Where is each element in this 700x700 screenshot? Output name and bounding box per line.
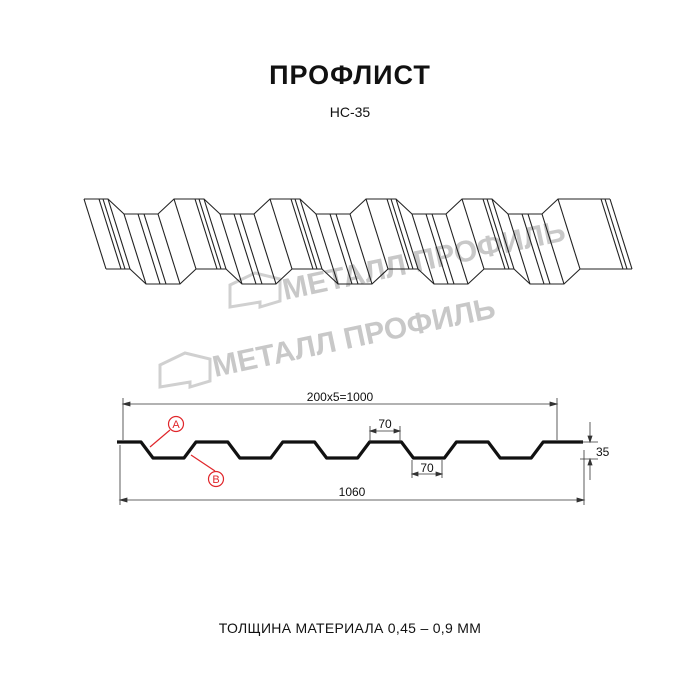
- dim-working-width: 200x5=1000: [307, 390, 374, 404]
- sheet-stiffener-line: [98, 198, 122, 270]
- sheet-stiffener-line: [198, 198, 222, 270]
- sheet-3d-view: [83, 198, 633, 285]
- sheet-stiffener-line: [390, 198, 414, 270]
- sheet-fold-line: [253, 213, 277, 285]
- sheet-fold-line: [395, 198, 419, 270]
- sheet-stiffener-line: [102, 198, 126, 270]
- dim-rib-bottom: 70: [420, 461, 434, 475]
- sheet-stiffener-line: [290, 198, 314, 270]
- watermark-logo-2: МЕТАЛЛ ПРОФИЛЬ: [158, 292, 499, 390]
- svg-text:МЕТАЛЛ ПРОФИЛЬ: МЕТАЛЛ ПРОФИЛЬ: [280, 215, 569, 307]
- sheet-fold-line: [507, 213, 531, 285]
- sheet-front-edge: [106, 268, 632, 285]
- sheet-fold-line: [219, 213, 243, 285]
- model-subtitle: НС-35: [329, 104, 371, 120]
- sheet-stiffener-line: [137, 213, 161, 285]
- page-title: ПРОФЛИСТ: [269, 60, 431, 90]
- sheet-stiffener-line: [239, 213, 263, 285]
- sheet-fold-line: [445, 213, 469, 285]
- sheet-stiffener-line: [335, 213, 359, 285]
- section-drawing: 200x5=1000 1060 70 70 35 A B: [117, 390, 610, 505]
- sheet-stiffener-line: [194, 198, 218, 270]
- dim-full-width: 1060: [339, 485, 366, 499]
- marker-a-circle: [167, 415, 185, 433]
- sheet-fold-line: [83, 198, 107, 270]
- marker-b: B: [212, 474, 219, 486]
- sheet-fold-line: [299, 198, 323, 270]
- profile-line: [117, 440, 583, 460]
- sheet-fold-line: [157, 213, 181, 285]
- sheet-stiffener-line: [294, 198, 318, 270]
- sheet-stiffener-line: [233, 213, 257, 285]
- sheet-stiffener-line: [431, 213, 455, 285]
- sheet-fold-line: [491, 198, 515, 270]
- sheet-fold-line: [609, 198, 633, 270]
- sheet-fold-line: [123, 213, 147, 285]
- sheet-fold-line: [203, 198, 227, 270]
- sheet-stiffener-line: [425, 213, 449, 285]
- sheet-stiffener-line: [386, 198, 410, 270]
- sheet-fold-line: [315, 213, 339, 285]
- material-thickness: ТОЛЩИНА МАТЕРИАЛА 0,45 – 0,9 ММ: [218, 620, 482, 636]
- sheet-stiffener-line: [329, 213, 353, 285]
- sheet-stiffener-line: [604, 198, 628, 270]
- sheet-back-edge: [84, 198, 610, 215]
- sheet-stiffener-line: [521, 213, 545, 285]
- sheet-stiffener-line: [482, 198, 506, 270]
- sheet-fold-line: [269, 198, 293, 270]
- svg-text:МЕТАЛЛ ПРОФИЛЬ: МЕТАЛЛ ПРОФИЛЬ: [210, 292, 499, 384]
- dim-height: 35: [596, 445, 610, 459]
- sheet-stiffener-line: [600, 198, 624, 270]
- sheet-fold-line: [365, 198, 389, 270]
- sheet-fold-line: [557, 198, 581, 270]
- sheet-fold-line: [411, 213, 435, 285]
- marker-b-circle: [207, 470, 225, 488]
- marker-a: A: [172, 419, 180, 431]
- sheet-stiffener-line: [527, 213, 551, 285]
- sheet-fold-line: [173, 198, 197, 270]
- sheet-stiffener-line: [486, 198, 510, 270]
- sheet-fold-line: [541, 213, 565, 285]
- profile-section: [117, 440, 583, 460]
- sheet-stiffener-line: [143, 213, 167, 285]
- sheet-fold-line: [107, 198, 131, 270]
- sheet-fold-line: [461, 198, 485, 270]
- sheet-fold-line: [349, 213, 373, 285]
- watermark-logo: МЕТАЛЛ ПРОФИЛЬ: [228, 215, 569, 310]
- dim-rib-top: 70: [378, 417, 392, 431]
